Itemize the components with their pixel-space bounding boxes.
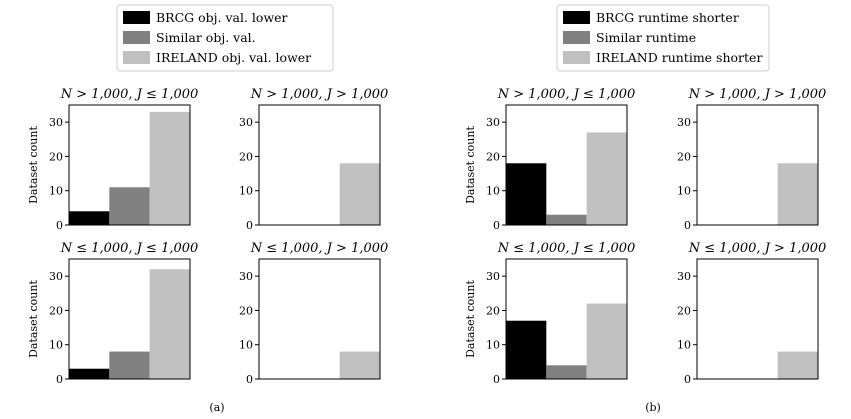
bar (546, 365, 587, 379)
bar (339, 351, 380, 379)
panel-caption: (a) (209, 401, 224, 414)
legend-frame (116, 4, 334, 72)
legend-swatch (563, 51, 590, 64)
subplot-title: N ≤ 1,000, J ≤ 1,000 (60, 241, 199, 256)
subplot: 0 10 20 30 N ≤ 1,000, J > 1,000 (239, 241, 388, 386)
legend-swatch (123, 51, 150, 64)
y-tick-label: 10 (677, 339, 691, 352)
bar (546, 214, 587, 225)
bar (777, 351, 818, 379)
y-tick-label: 30 (49, 270, 63, 283)
y-tick-label: 30 (677, 270, 691, 283)
plot-frame (696, 258, 819, 380)
plot-frame (68, 258, 191, 380)
legend-label: IRELAND runtime shorter (596, 50, 762, 65)
y-tick-label: 30 (486, 116, 500, 129)
y-tick-label: 10 (239, 185, 253, 198)
legend-frame (556, 4, 770, 72)
plot-frame (696, 104, 819, 226)
subplot-title: N > 1,000, J ≤ 1,000 (497, 87, 636, 102)
y-tick-label: 10 (49, 339, 63, 352)
y-tick-label: 0 (246, 373, 253, 386)
legend-label: BRCG runtime shorter (596, 10, 739, 25)
subplot-title: N ≤ 1,000, J > 1,000 (250, 241, 389, 256)
y-tick-label: 30 (49, 116, 63, 129)
bar (506, 163, 547, 225)
bar (69, 211, 110, 225)
subplot-title: N ≤ 1,000, J ≤ 1,000 (497, 241, 636, 256)
plot-frame (505, 104, 628, 226)
bar (149, 269, 190, 379)
subplot: 0 10 20 30 N > 1,000, J ≤ 1,000 Dataset count (27, 87, 198, 232)
legend-label: BRCG obj. val. lower (156, 10, 288, 25)
y-tick-label: 30 (239, 270, 253, 283)
y-tick-label: 10 (677, 185, 691, 198)
plot-frame (258, 104, 381, 226)
y-tick-label: 0 (56, 219, 63, 232)
y-tick-label: 20 (49, 150, 63, 163)
y-tick-label: 0 (493, 219, 500, 232)
legend-swatch (123, 11, 150, 24)
legend: BRCG obj. val. lower Similar obj. val. IRE… (116, 4, 334, 72)
subplot: 0 10 20 30 N > 1,000, J > 1,000 (239, 87, 388, 232)
legend-swatch (563, 31, 590, 44)
plot-frame (505, 258, 628, 380)
y-axis-label: Dataset count (27, 280, 40, 358)
legend-swatch (563, 11, 590, 24)
legend-swatch (123, 31, 150, 44)
y-tick-label: 20 (677, 304, 691, 317)
y-tick-label: 0 (56, 373, 63, 386)
y-tick-label: 30 (486, 270, 500, 283)
y-axis-label: Dataset count (464, 280, 477, 358)
panel-caption: (b) (645, 401, 661, 414)
subplot: 0 10 20 30 N ≤ 1,000, J ≤ 1,000 Dataset count (464, 241, 635, 386)
y-axis-label: Dataset count (464, 126, 477, 204)
bar (339, 163, 380, 225)
y-tick-label: 30 (677, 116, 691, 129)
subplot: 0 10 20 30 N ≤ 1,000, J ≤ 1,000 Dataset count (27, 241, 198, 386)
y-tick-label: 20 (486, 150, 500, 163)
chart-group-a: BRCG obj. val. lower Similar obj. val. IRE… (27, 4, 388, 414)
subplot: 0 10 20 30 N ≤ 1,000, J > 1,000 (677, 241, 826, 386)
subplot: 0 10 20 30 N > 1,000, J ≤ 1,000 Dataset count (464, 87, 635, 232)
bar (109, 351, 150, 379)
subplot-title: N ≤ 1,000, J > 1,000 (688, 241, 827, 256)
y-tick-label: 10 (486, 339, 500, 352)
y-axis-label: Dataset count (27, 126, 40, 204)
y-tick-label: 0 (684, 373, 691, 386)
y-tick-label: 10 (49, 185, 63, 198)
bar (777, 163, 818, 225)
y-tick-label: 20 (239, 150, 253, 163)
y-tick-label: 20 (239, 304, 253, 317)
subplot: 0 10 20 30 N > 1,000, J > 1,000 (677, 87, 826, 232)
bar (149, 111, 190, 225)
y-tick-label: 0 (493, 373, 500, 386)
y-tick-label: 20 (677, 150, 691, 163)
bar (586, 303, 627, 379)
legend-label: IRELAND obj. val. lower (156, 50, 311, 65)
y-tick-label: 10 (486, 185, 500, 198)
legend-label: Similar obj. val. (156, 30, 256, 45)
legend-label: Similar runtime (596, 30, 696, 45)
y-tick-label: 20 (49, 304, 63, 317)
y-tick-label: 20 (486, 304, 500, 317)
legend: BRCG runtime shorter Similar runtime IRELA… (556, 4, 770, 72)
subplot-title: N > 1,000, J > 1,000 (688, 87, 827, 102)
y-tick-label: 10 (239, 339, 253, 352)
plot-frame (258, 258, 381, 380)
y-tick-label: 0 (246, 219, 253, 232)
bar (506, 320, 547, 379)
bar (69, 368, 110, 379)
subplot-title: N > 1,000, J > 1,000 (250, 87, 389, 102)
bar (109, 187, 150, 225)
bar (586, 132, 627, 225)
plot-frame (68, 104, 191, 226)
subplot-title: N > 1,000, J ≤ 1,000 (60, 87, 199, 102)
chart-group-b: BRCG runtime shorter Similar runtime IRELA… (464, 4, 826, 414)
y-tick-label: 30 (239, 116, 253, 129)
y-tick-label: 0 (684, 219, 691, 232)
